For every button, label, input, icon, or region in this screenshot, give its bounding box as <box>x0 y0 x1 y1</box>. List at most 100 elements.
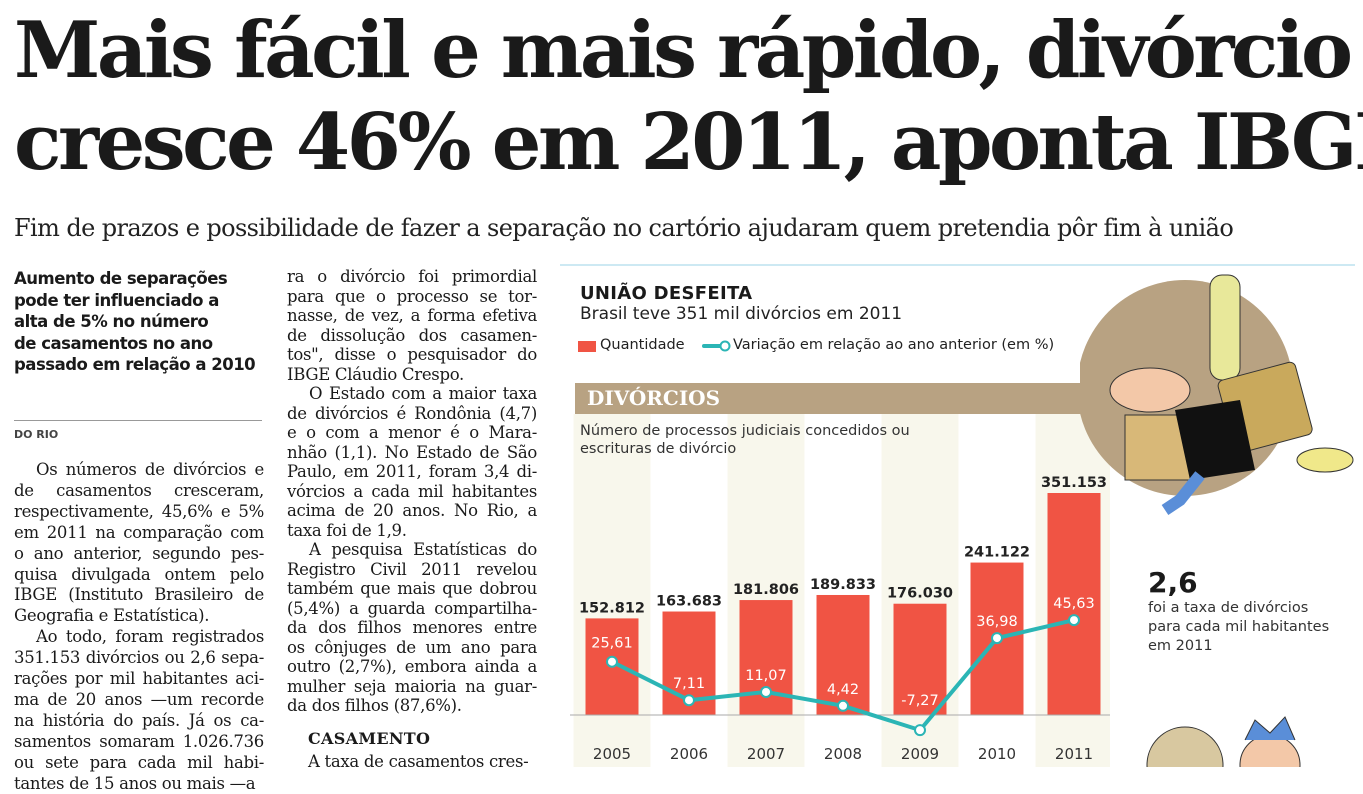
deck-line: pode ter influenciado a <box>14 290 219 310</box>
legend-line-label: Variação em relação ao ano anterior (em … <box>733 337 1055 353</box>
variation-label: 36,98 <box>976 614 1018 630</box>
stat-value: 2,6 <box>1148 566 1198 599</box>
body-text-line: tantes de 15 anos ou mais —a <box>14 773 256 793</box>
body-text-line: Os números de divórcios e <box>36 460 264 479</box>
headline-line-1: Mais fácil e mais rápido, divórcio <box>14 5 1353 96</box>
body-text-line: (5,4%) a guarda compartilha- <box>287 598 537 618</box>
body-text-line: para que o processo se tor- <box>287 286 537 306</box>
variation-label: 7,11 <box>673 676 705 692</box>
variation-point <box>683 694 695 707</box>
stat-text-2: para cada mil habitantes <box>1148 619 1330 635</box>
variation-point <box>914 724 926 737</box>
body-text-line: tos", disse o pesquisador do <box>287 345 537 364</box>
infographic-subtitle: Brasil teve 351 mil divórcios em 2011 <box>580 304 903 324</box>
x-tick-label: 2005 <box>593 745 631 763</box>
body-text-line: quisa divulgada ontem pelo <box>14 564 264 584</box>
section-first-line: A taxa de casamentos cres- <box>308 752 529 771</box>
subheadline: Fim de prazos e possibilidade de fazer a… <box>14 214 1234 242</box>
bar-2009 <box>893 603 947 715</box>
man-face-icon <box>1109 367 1191 413</box>
divorce-chart: 152.812 2005 163.683 2006 181.806 2007 189.833… <box>570 414 1110 767</box>
cartoon-illustration <box>1080 274 1354 515</box>
body-text-line: e o com a menor é o Mara- <box>287 423 537 442</box>
legend-bar-swatch <box>578 341 596 352</box>
x-tick-label: 2010 <box>978 745 1016 763</box>
deck-line: de casamentos no ano <box>14 333 213 353</box>
bar-value-label: 152.812 <box>579 600 645 616</box>
variation-label: 4,42 <box>827 682 859 698</box>
article-deck: Aumento de separações pode ter influencia… <box>14 268 264 376</box>
chart-description-2: escrituras de divórcio <box>580 441 737 457</box>
body-text-line: IBGE Cláudio Crespo. <box>287 364 464 384</box>
divorcios-band <box>575 383 1115 414</box>
deck-line: alta de 5% no número <box>14 312 209 331</box>
body-text-line: de dissolução dos casamen- <box>287 325 537 345</box>
body-text-line: de casamentos cresceram, <box>14 480 264 500</box>
x-tick-label: 2006 <box>670 745 708 763</box>
variation-point <box>837 699 849 712</box>
body-text-line: ma de 20 anos —um recorde <box>14 689 264 709</box>
woman-figure-icon <box>1209 274 1241 381</box>
section-heading: CASAMENTO <box>308 729 431 748</box>
bar-value-label: 189.833 <box>810 577 876 593</box>
body-text-line: Geografia e Estatística). <box>14 606 210 626</box>
man-body-icon <box>1175 400 1255 480</box>
body-text-line: vórcios a cada mil habitantes <box>287 481 537 501</box>
bar-value-label: 181.806 <box>733 582 799 598</box>
infographic-title: UNIÃO DESFEITA <box>580 283 753 304</box>
body-text-line: nasse, de vez, a forma efetiva <box>287 306 537 325</box>
body-text-line: taxa foi de 1,9. <box>287 520 407 540</box>
variation-label: 11,07 <box>745 668 787 684</box>
chart-description-1: Número de processos judiciais concedidos… <box>580 423 910 439</box>
bar-value-label: 351.153 <box>1041 475 1107 491</box>
variation-label: 25,61 <box>591 636 633 652</box>
body-text-line: da dos filhos (87,6%). <box>287 696 462 715</box>
band-title: DIVÓRCIOS <box>587 386 721 410</box>
x-tick-label: 2011 <box>1055 745 1093 763</box>
variation-point <box>991 632 1003 645</box>
article-column-1: Os números de divórcios e de casamentos c… <box>14 460 264 793</box>
bar-2011 <box>1047 493 1101 715</box>
x-tick-label: 2009 <box>901 745 939 763</box>
body-text-line: Ao todo, foram registrados <box>36 627 264 647</box>
body-text-line: na história do país. Já os ca- <box>14 710 264 730</box>
x-tick-label: 2008 <box>824 745 862 763</box>
couple-illustration <box>1146 716 1301 767</box>
legend-bar-label: Quantidade <box>600 337 685 353</box>
article-column-2: ra o divórcio foi primordial para que o p… <box>287 267 537 747</box>
body-text-line: nhão (1,1). No Estado de São <box>287 442 537 462</box>
body-text-line: o ano anterior, segundo pes- <box>14 543 264 563</box>
deck-line: Aumento de separações <box>14 269 228 288</box>
body-text-line: ou sete para cada mil habi- <box>14 752 264 772</box>
body-text-line: respectivamente, 45,6% e 5% <box>14 501 264 521</box>
body-text-line: de divórcios é Rondônia (4,7) <box>287 403 537 423</box>
stat-text-1: foi a taxa de divórcios <box>1148 600 1309 616</box>
body-text-line: Registro Civil 2011 revelou <box>287 559 537 579</box>
headline-line-2: cresce 46% em 2011, aponta IBGE <box>14 97 1363 188</box>
body-text-line: os cônjuges de um ano para <box>287 637 537 657</box>
body-text-line: mulher seja maioria na guar- <box>287 676 537 696</box>
bar-value-label: 163.683 <box>656 594 722 610</box>
bar-value-label: 176.030 <box>887 586 953 602</box>
body-text-line: O Estado com a maior taxa <box>309 384 537 403</box>
body-text-line: acima de 20 anos. No Rio, a <box>287 501 537 520</box>
body-text-line: samentos somaram 1.026.736 <box>14 731 264 751</box>
variation-point <box>606 655 618 668</box>
deck-line: passado em relação a 2010 <box>14 355 256 374</box>
bar-2008 <box>816 594 870 715</box>
infographic-top-rule <box>560 264 1355 266</box>
bar-value-label: 241.122 <box>964 545 1030 561</box>
body-text-line: IBGE (Instituto Brasileiro de <box>14 585 264 605</box>
deck-divider <box>14 420 262 421</box>
variation-label: 45,63 <box>1053 596 1095 612</box>
variation-point <box>1068 614 1080 627</box>
body-text-line: outro (2,7%), embora ainda a <box>287 657 537 676</box>
body-text-line: A pesquisa Estatísticas do <box>309 540 537 559</box>
legend-line-swatch <box>702 340 731 352</box>
variation-point <box>760 685 772 698</box>
body-text-line: 351.153 divórcios ou 2,6 sepa- <box>14 648 264 668</box>
body-text-line: ra o divórcio foi primordial <box>287 267 537 286</box>
body-text-line: Paulo, em 2011, foram 3,4 di- <box>287 462 537 481</box>
byline: DO RIO <box>14 428 59 441</box>
stat-text-3: em 2011 <box>1148 638 1213 654</box>
